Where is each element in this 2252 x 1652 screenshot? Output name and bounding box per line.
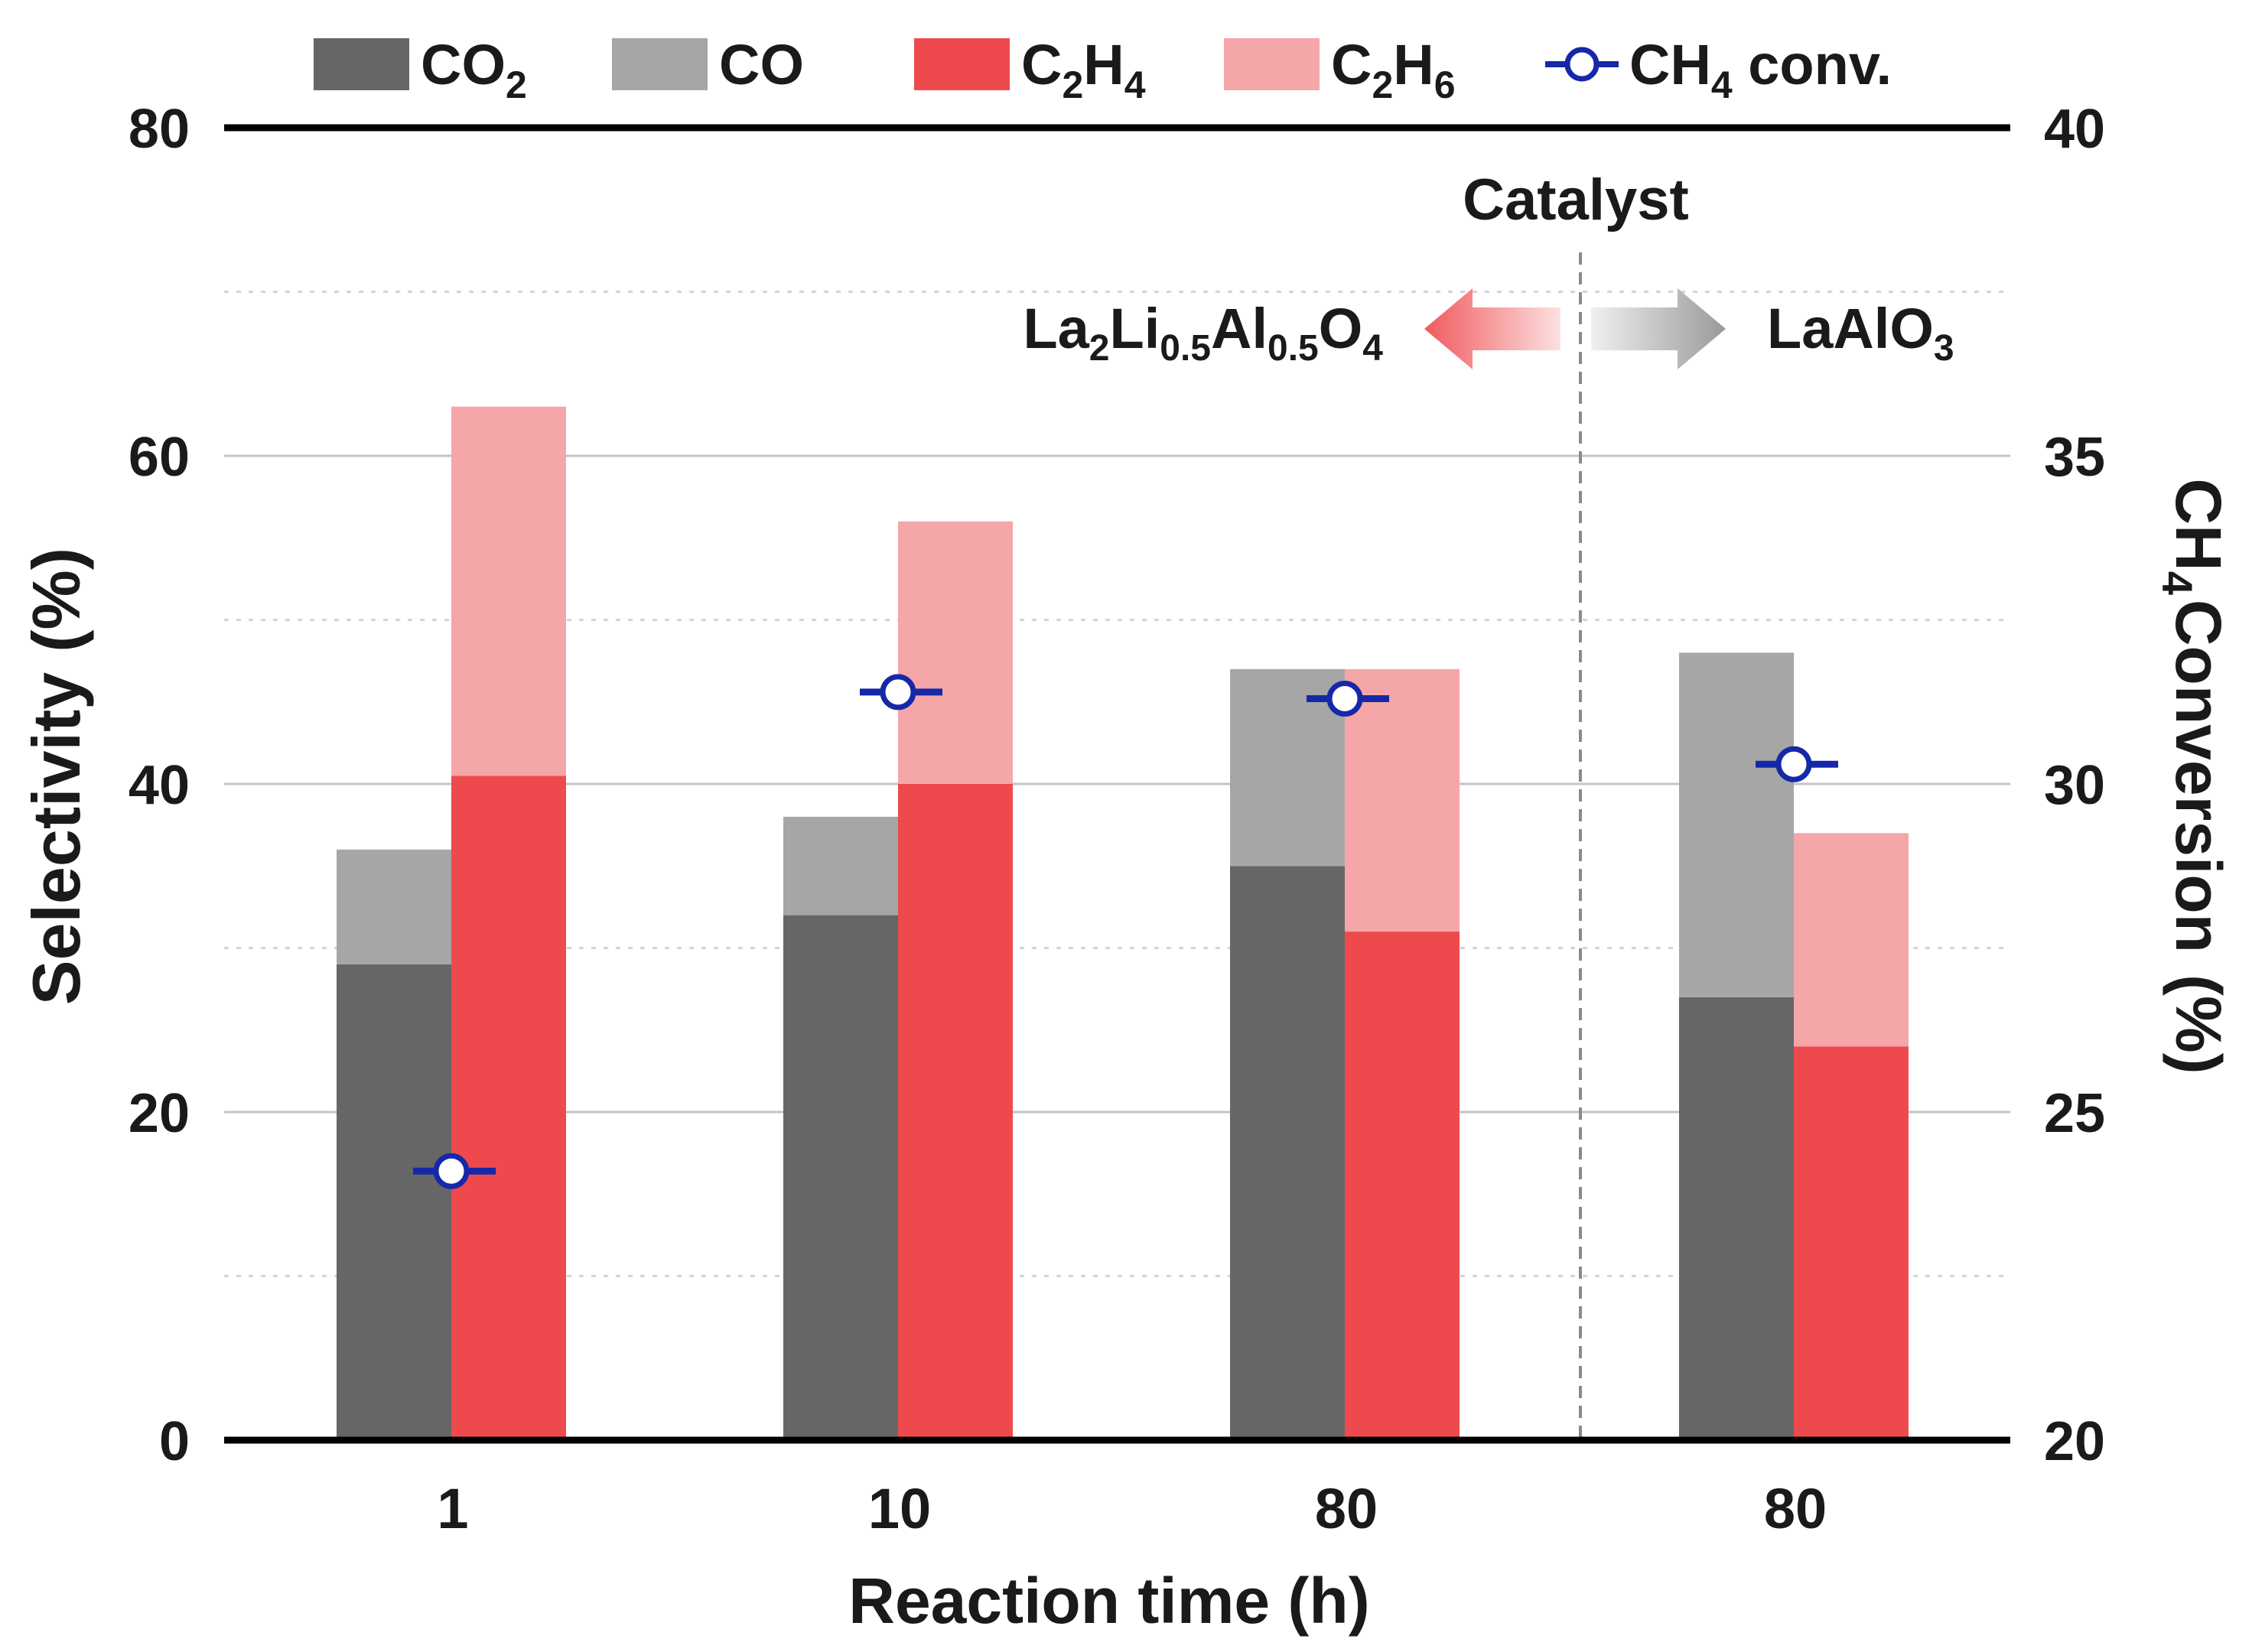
y-right-tick-label: 25 <box>2044 1083 2105 1144</box>
y-right-tick-label: 20 <box>2044 1411 2105 1472</box>
catalyst-left-label: La2Li0.5Al0.5O4 <box>1023 297 1383 369</box>
catalyst-left-sub-4: 4 <box>1362 328 1383 369</box>
legend-text-part: conv. <box>1733 33 1892 96</box>
legend-text-part: 2 <box>1372 63 1393 106</box>
legend-text-part: C <box>1021 33 1062 96</box>
x-axis-title: Reaction time (h) <box>848 1565 1369 1637</box>
y-left-tick-label: 60 <box>129 427 190 488</box>
catalyst-right-sub-3: 3 <box>1934 328 1954 369</box>
bar-co2-3 <box>1679 997 1794 1440</box>
legend-text-part: H <box>1393 33 1434 96</box>
legend-text-part: CO <box>719 33 804 96</box>
x-tick-label: 80 <box>1315 1477 1378 1540</box>
legend-text-part: 2 <box>1062 63 1083 106</box>
tick-labels: 0 20 40 60 80 20 25 30 35 40 1 10 80 80 <box>129 99 2105 1540</box>
bar-co-0 <box>337 849 451 964</box>
catalyst-left-sub-05b: 0.5 <box>1268 328 1319 369</box>
conversion-point-3 <box>1775 746 1812 782</box>
legend-text-part: 2 <box>506 63 527 106</box>
legend-swatch-1 <box>612 38 708 90</box>
y-axis-right-title-unit: (%) <box>2163 974 2234 1075</box>
catalyst-left-la: La <box>1023 297 1089 360</box>
catalyst-header: Catalyst <box>1463 167 1689 233</box>
legend-marker-4 <box>1564 47 1600 82</box>
legend-text-part: C <box>1331 33 1372 96</box>
bar-c2h4-2 <box>1345 932 1460 1440</box>
legend-label-2: C2H4 <box>1021 33 1146 106</box>
catalyst-right-label: LaAlO3 <box>1767 297 1954 369</box>
y-axis-left-title-main: Selectivity <box>18 672 94 1005</box>
legend-label-3: C2H6 <box>1331 33 1456 106</box>
y-axis-left-title: Selectivity (%) <box>18 548 94 1005</box>
right-arrow-icon <box>1591 288 1726 369</box>
y-axis-right-title-main: Conversion <box>2163 600 2234 953</box>
x-tick-label: 80 <box>1764 1477 1827 1540</box>
y-axis-right-title: CH4 Conversion (%) <box>2153 478 2234 1074</box>
y-right-tick-label: 30 <box>2044 755 2105 816</box>
catalyst-right-main: LaAlO <box>1767 297 1934 360</box>
catalyst-left-al: Al <box>1211 297 1268 360</box>
y-axis-left-title-unit: (%) <box>18 548 94 652</box>
legend-text-part: CO <box>421 33 506 96</box>
bar-c2h6-3 <box>1794 833 1909 1047</box>
conversion-markers <box>413 674 1838 1189</box>
y-right-tick-label: 35 <box>2044 427 2105 488</box>
bar-c2h6-1 <box>898 521 1013 784</box>
catalyst-left-sub-05a: 0.5 <box>1160 328 1211 369</box>
legend-text-part: 6 <box>1434 63 1456 106</box>
catalyst-left-li: Li <box>1110 297 1160 360</box>
bar-co-1 <box>783 816 898 915</box>
legend-text-part: CH <box>1629 33 1711 96</box>
left-arrow-icon <box>1424 288 1560 369</box>
bar-co2-0 <box>337 964 451 1440</box>
x-tick-label: 10 <box>868 1477 931 1540</box>
bar-c2h6-2 <box>1345 668 1460 932</box>
y-left-tick-label: 40 <box>129 755 190 816</box>
catalyst-left-sub-2: 2 <box>1089 328 1110 369</box>
conversion-point-0 <box>433 1153 470 1189</box>
bar-c2h4-0 <box>451 776 566 1440</box>
bar-co2-2 <box>1230 866 1345 1440</box>
bar-c2h6-0 <box>451 406 566 776</box>
x-tick-label: 1 <box>437 1477 468 1540</box>
legend-swatch-3 <box>1224 38 1320 90</box>
bar-co-3 <box>1679 652 1794 997</box>
legend-swatch-0 <box>314 38 409 90</box>
legend-text-part: 4 <box>1711 63 1733 106</box>
legend-text-part: 4 <box>1124 63 1146 106</box>
y-left-tick-label: 20 <box>129 1083 190 1144</box>
legend-label-0: CO2 <box>421 33 527 106</box>
legend-label-1: CO <box>719 33 804 96</box>
y-axis-right-title-ch: CH <box>2163 478 2234 571</box>
legend-text-part: H <box>1083 33 1124 96</box>
legend-label-4: CH4 conv. <box>1629 33 1892 106</box>
bar-c2h4-1 <box>898 784 1013 1440</box>
bar-c2h4-3 <box>1794 1046 1909 1440</box>
conversion-point-2 <box>1326 680 1363 717</box>
bar-co2-1 <box>783 915 898 1440</box>
bar-marks <box>337 406 1909 1440</box>
y-right-tick-label: 40 <box>2044 99 2105 160</box>
y-left-tick-label: 80 <box>129 99 190 160</box>
y-axis-right-title-sub: 4 <box>2153 571 2202 595</box>
y-left-tick-label: 0 <box>159 1411 190 1472</box>
legend: CO2 CO C2H4 C2H6 CH4 conv. <box>314 33 1892 106</box>
catalyst-left-o: O <box>1319 297 1363 360</box>
legend-swatch-2 <box>914 38 1010 90</box>
conversion-point-1 <box>880 674 916 711</box>
